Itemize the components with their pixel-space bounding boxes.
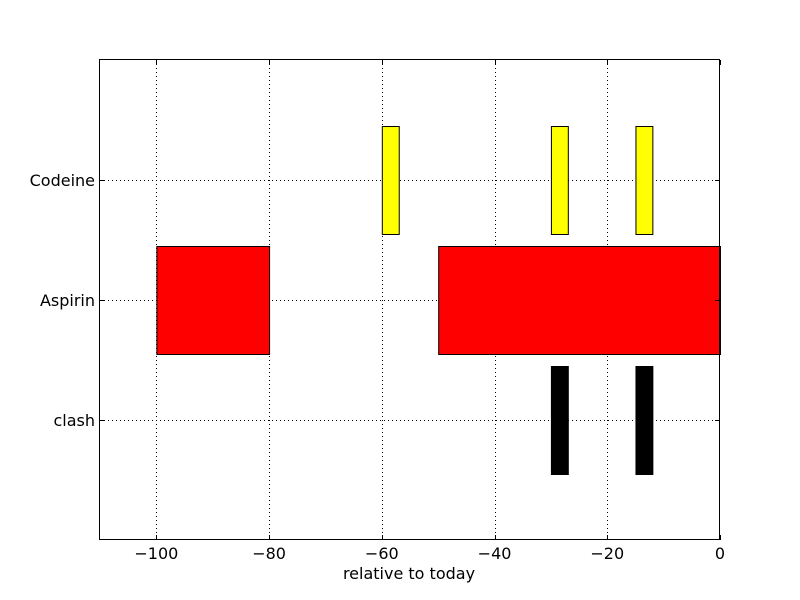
y-tick-label: Aspirin [40,291,95,310]
bar-codeine [635,126,654,235]
x-tick-label: −60 [365,544,399,563]
x-tick-label: −100 [134,544,178,563]
bar-aspirin [438,246,721,355]
bars-layer [156,126,721,475]
x-tick-label: −20 [590,544,624,563]
bar-clash [550,366,569,475]
x-axis-label: relative to today [343,564,475,583]
x-tick-label: −40 [478,544,512,563]
bar-aspirin [156,246,271,355]
y-tick-label: clash [53,411,95,430]
plot-frame [99,59,720,540]
bar-codeine [550,126,569,235]
bar-clash [635,366,654,475]
y-tick-label: Codeine [30,171,95,190]
bar-codeine [381,126,400,235]
x-tick-label: 0 [715,544,725,563]
x-tick-label: −80 [252,544,286,563]
ticks-layer: −100 −80 −60 −40 −20 0 Codeine Aspirin clash [30,60,725,563]
